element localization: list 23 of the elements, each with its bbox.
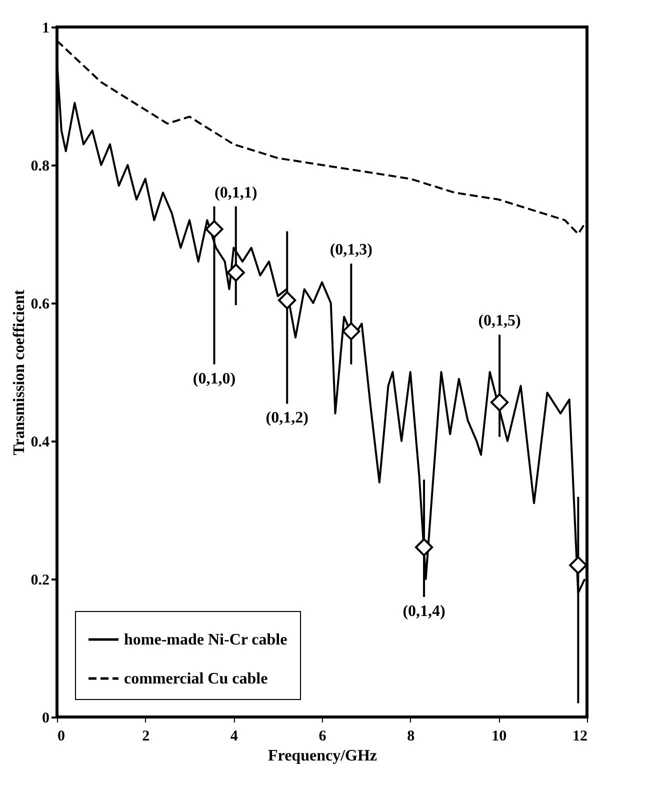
y-tick-label: 0 — [42, 710, 50, 726]
annotation: (0,1,4) — [402, 602, 446, 620]
annotation: (0,1,3) — [330, 242, 372, 259]
x-tick-label: 0 — [58, 728, 65, 744]
y-axis-title: Transmission coefficient — [10, 289, 28, 456]
x-tick-label: 8 — [407, 728, 415, 744]
x-axis-title: Frequency/GHz — [268, 748, 378, 764]
legend-label: home-made Ni-Cr cable — [124, 632, 288, 648]
legend-label: commercial Cu cable — [124, 670, 268, 688]
annotation: (0,1,0) — [192, 370, 236, 388]
annotation: (0,1,1) — [214, 184, 258, 202]
x-tick-label: 10 — [492, 728, 507, 744]
y-tick-label: 1 — [42, 20, 50, 36]
x-tick-label: 12 — [572, 728, 588, 744]
y-tick-label: 0.2 — [30, 572, 50, 588]
y-tick-label: 0.8 — [30, 158, 50, 174]
annotation: (0,1,5) — [478, 312, 521, 330]
y-tick-label: 0.6 — [30, 296, 50, 312]
x-tick-label: 4 — [230, 728, 238, 744]
x-tick-label: 2 — [142, 728, 150, 744]
annotation: (0,1,2) — [266, 410, 308, 427]
x-tick-label: 6 — [318, 728, 327, 744]
y-tick-label: 0.4 — [30, 434, 50, 450]
